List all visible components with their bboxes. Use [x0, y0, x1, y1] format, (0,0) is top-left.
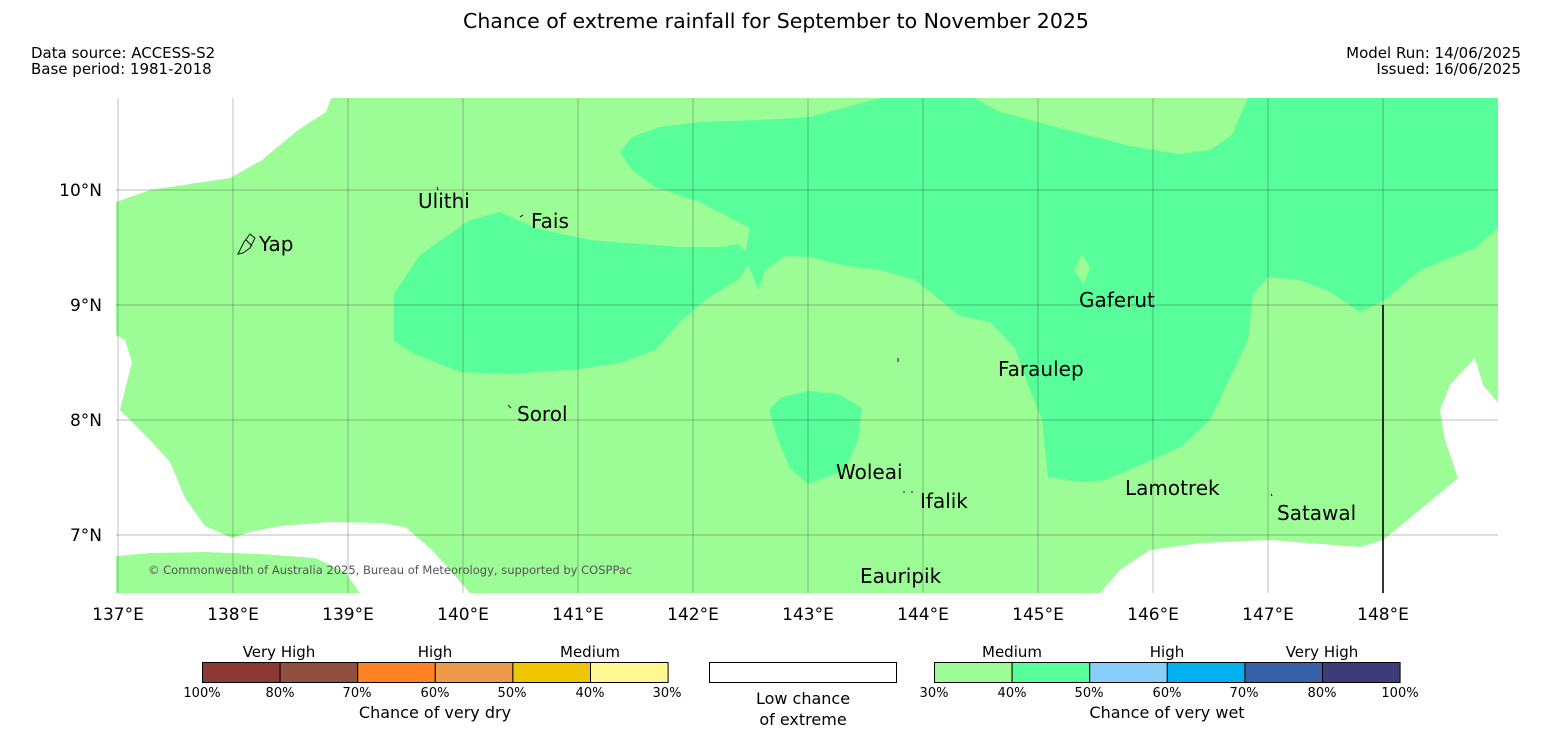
wet-caption: Chance of very wet: [1089, 703, 1244, 722]
ifalik-label: Ifalik: [920, 489, 968, 513]
lat-label-7: 7°N: [70, 526, 102, 546]
dry-group-very-high: Very High: [243, 643, 316, 661]
wet-group-high: High: [1150, 643, 1184, 661]
dry-swatch: [590, 662, 669, 683]
wet-swatch: [1166, 662, 1246, 683]
lon-label-145: 145°E: [1012, 605, 1064, 625]
faraulep-label: Faraulep: [998, 357, 1084, 381]
ulithi-island-shape: [436, 186, 439, 191]
sorol-island-shape: [507, 404, 512, 409]
dry-swatch: [357, 662, 436, 683]
gaferut-label: Gaferut: [1079, 288, 1155, 312]
dry-swatch: [512, 662, 592, 683]
lon-label-141: 141°E: [552, 605, 604, 625]
legend-low-chance: Low chance of extreme: [709, 662, 897, 729]
lat-label-10: 10°N: [59, 181, 102, 201]
low-chance-caption-1: Low chance: [756, 689, 850, 708]
medium-wet-inlet: [1074, 254, 1090, 284]
latitude-axis: 10°N 9°N 8°N 7°N: [59, 181, 102, 546]
wet-group-very-high: Very High: [1286, 643, 1359, 661]
wet-tick: 60%: [1153, 686, 1182, 701]
wet-swatch: [934, 662, 1013, 683]
yap-label: Yap: [258, 232, 293, 256]
low-chance-swatch: [709, 662, 897, 683]
dry-ticks: 100% 80% 70% 60% 50% 40% 30%: [183, 686, 681, 701]
dry-swatch: [202, 662, 281, 683]
base-period: Base period: 1981-2018: [31, 60, 212, 78]
lat-label-8: 8°N: [70, 411, 102, 431]
island-outlines: [237, 186, 1273, 497]
copyright-notice: © Commonwealth of Australia 2025, Bureau…: [148, 563, 632, 577]
lat-label-9: 9°N: [70, 296, 102, 316]
wet-swatch: [1322, 662, 1401, 683]
lon-label-146: 146°E: [1127, 605, 1179, 625]
wet-tick: 100%: [1381, 686, 1418, 701]
wet-tick: 40%: [998, 686, 1027, 701]
lon-label-139: 139°E: [322, 605, 374, 625]
medium-high-wet-region-south: [769, 391, 862, 484]
eauripik-label: Eauripik: [860, 564, 942, 588]
satawal-island-shape: [1270, 493, 1273, 497]
dry-caption: Chance of very dry: [359, 703, 511, 722]
fais-island-shape: [519, 214, 524, 218]
wet-swatch: [1244, 662, 1324, 683]
ulithi-label: Ulithi: [418, 189, 470, 213]
model-run: Model Run: 14/06/2025: [1346, 44, 1521, 62]
map-title: Chance of extreme rainfall for September…: [463, 9, 1089, 33]
wet-tick: 50%: [1075, 686, 1104, 701]
issued-date: Issued: 16/06/2025: [1376, 60, 1521, 78]
lon-label-148: 148°E: [1357, 605, 1409, 625]
wet-tick: 70%: [1230, 686, 1259, 701]
wet-swatch: [1011, 662, 1091, 683]
map-plot-area: Ulithi Fais Yap Gaferut Faraulep Sorol W…: [116, 98, 1498, 593]
lon-label-142: 142°E: [667, 605, 719, 625]
dry-tick: 40%: [576, 686, 605, 701]
dry-tick: 80%: [266, 686, 295, 701]
dry-color-bar: [202, 662, 669, 683]
dry-tick: 70%: [343, 686, 372, 701]
dry-tick: 60%: [421, 686, 450, 701]
dry-swatch: [434, 662, 514, 683]
lon-label-138: 138°E: [207, 605, 259, 625]
wet-ticks: 30% 40% 50% 60% 70% 80% 100%: [920, 686, 1419, 701]
medium-high-wet-region-east: [620, 98, 1498, 482]
wet-color-bar: [934, 662, 1401, 683]
lon-label-137: 137°E: [92, 605, 144, 625]
yap-island-shape: [237, 233, 256, 255]
sorol-label: Sorol: [517, 402, 568, 426]
medium-wet-region-sw: [116, 552, 360, 593]
wet-tick: 80%: [1308, 686, 1337, 701]
woleai-label: Woleai: [836, 460, 903, 484]
low-chance-caption-2: of extreme: [759, 710, 846, 729]
medium-high-wet-region-west: [394, 212, 752, 374]
wet-tick: 30%: [920, 686, 949, 701]
longitude-axis: 137°E 138°E 139°E 140°E 141°E 142°E 143°…: [92, 605, 1409, 625]
place-labels: Ulithi Fais Yap Gaferut Faraulep Sorol W…: [258, 189, 1356, 588]
dry-group-medium: Medium: [560, 643, 620, 661]
lon-label-140: 140°E: [437, 605, 489, 625]
wet-swatch: [1089, 662, 1168, 683]
lon-label-147: 147°E: [1242, 605, 1294, 625]
fais-label: Fais: [531, 209, 569, 233]
lamotrek-label: Lamotrek: [1125, 476, 1220, 500]
legend-wet: Medium High Very High 30% 40% 50% 60% 70…: [920, 643, 1419, 722]
dry-tick: 100%: [183, 686, 220, 701]
lon-label-143: 143°E: [782, 605, 834, 625]
data-source: Data source: ACCESS-S2: [31, 44, 216, 62]
satawal-label: Satawal: [1277, 501, 1356, 525]
wet-group-medium: Medium: [982, 643, 1042, 661]
dry-swatch: [279, 662, 359, 683]
meta-right: Model Run: 14/06/2025 Issued: 16/06/2025: [1346, 45, 1521, 77]
meta-left: Data source: ACCESS-S2 Base period: 1981…: [31, 45, 215, 77]
lon-label-144: 144°E: [897, 605, 949, 625]
dry-tick: 30%: [653, 686, 682, 701]
dry-group-high: High: [418, 643, 452, 661]
dry-tick: 50%: [498, 686, 527, 701]
legend-dry: Very High High Medium 100% 80% 70% 60% 5…: [183, 643, 681, 722]
